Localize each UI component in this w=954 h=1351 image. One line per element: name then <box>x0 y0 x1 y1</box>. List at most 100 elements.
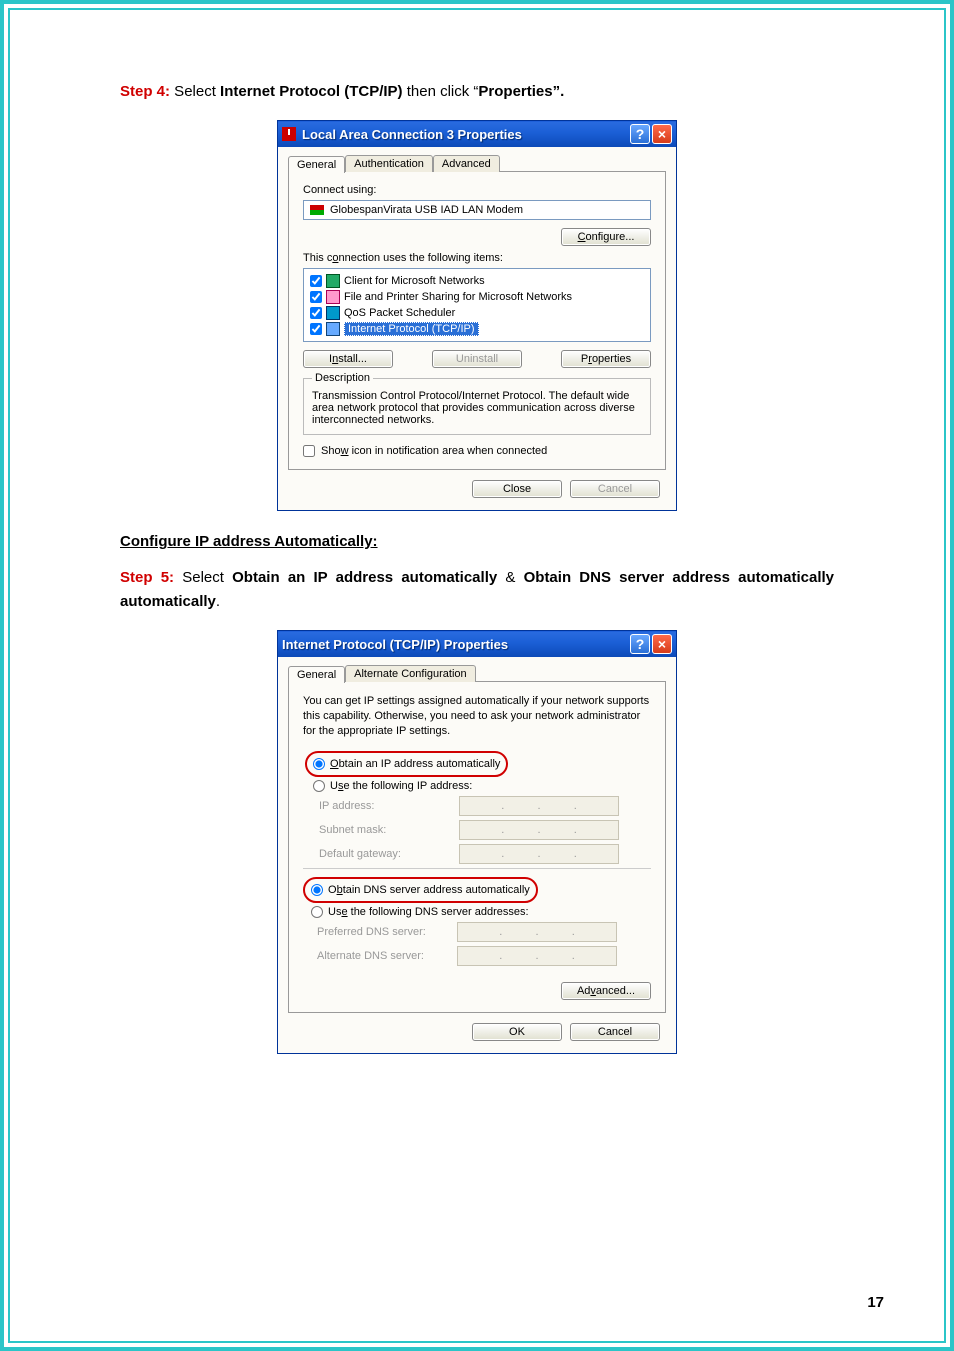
client-label: Client for Microsoft Networks <box>344 275 485 287</box>
cancel-button[interactable]: Cancel <box>570 1023 660 1041</box>
install-button[interactable]: Install... <box>303 350 393 368</box>
fileshare-label: File and Printer Sharing for Microsoft N… <box>344 291 572 303</box>
radio-use-ip[interactable] <box>313 780 325 792</box>
dns-fields-group: Preferred DNS server:... Alternate DNS s… <box>317 922 651 966</box>
step4-label: Step 4: <box>120 83 170 100</box>
lan-title-text: Local Area Connection 3 Properties <box>302 127 628 142</box>
auto-ip-circle: Obtain an IP address automatically <box>305 751 508 777</box>
qos-label: QoS Packet Scheduler <box>344 307 455 319</box>
list-item-tcpip[interactable]: Internet Protocol (TCP/IP) <box>308 321 646 337</box>
tcpip-info-text: You can get IP settings assigned automat… <box>303 694 651 739</box>
ip-address-field: ... <box>459 796 619 816</box>
radio-auto-ip[interactable] <box>313 758 325 770</box>
client-icon <box>326 274 340 288</box>
list-item-fileshare[interactable]: File and Printer Sharing for Microsoft N… <box>308 289 646 305</box>
help-button[interactable]: ? <box>630 124 650 144</box>
tcpip-icon <box>326 322 340 336</box>
page-outer-frame: Step 4: Select Internet Protocol (TCP/IP… <box>0 0 954 1351</box>
configure-button[interactable]: Configure... <box>561 228 651 246</box>
radio-auto-ip-label: Obtain an IP address automatically <box>330 758 500 770</box>
fileshare-icon <box>326 290 340 304</box>
adapter-field: GlobespanVirata USB IAD LAN Modem <box>303 200 651 220</box>
radio-use-ip-row[interactable]: Use the following IP address: <box>313 780 651 792</box>
show-icon-label: Show icon in notification area when conn… <box>321 445 547 457</box>
list-item-client[interactable]: Client for Microsoft Networks <box>308 273 646 289</box>
radio-use-dns[interactable] <box>311 906 323 918</box>
connect-using-label: Connect using: <box>303 184 651 196</box>
close-icon[interactable]: × <box>652 124 672 144</box>
lan-body: General Authentication Advanced Connect … <box>278 147 676 510</box>
subnet-field: ... <box>459 820 619 840</box>
gateway-row: Default gateway:... <box>319 844 651 864</box>
lan-tabpanel: Connect using: GlobespanVirata USB IAD L… <box>288 171 666 470</box>
page-inner-frame: Step 4: Select Internet Protocol (TCP/IP… <box>8 8 946 1343</box>
checkbox-tcpip[interactable] <box>310 323 322 335</box>
radio-use-dns-label: Use the following DNS server addresses: <box>328 906 529 918</box>
gateway-field: ... <box>459 844 619 864</box>
tab-altconfig[interactable]: Alternate Configuration <box>345 665 476 682</box>
tcpip-label: Internet Protocol (TCP/IP) <box>344 322 479 336</box>
ok-button[interactable]: OK <box>472 1023 562 1041</box>
step5-instruction: Step 5: Select Obtain an IP address auto… <box>120 566 834 614</box>
description-legend: Description <box>312 372 373 384</box>
tcpip-footer: OK Cancel <box>288 1013 666 1041</box>
radio-auto-dns[interactable] <box>311 884 323 896</box>
description-text: Transmission Control Protocol/Internet P… <box>312 390 642 426</box>
nic-icon <box>310 205 324 215</box>
dns-group: Obtain DNS server address automatically … <box>303 868 651 974</box>
tcpip-tabpanel: You can get IP settings assigned automat… <box>288 681 666 1013</box>
tab-authentication[interactable]: Authentication <box>345 155 433 172</box>
lan-titlebar[interactable]: Local Area Connection 3 Properties ? × <box>278 121 676 147</box>
checkbox-client[interactable] <box>310 275 322 287</box>
network-connection-icon <box>282 127 296 141</box>
close-icon[interactable]: × <box>652 634 672 654</box>
pref-dns-field: ... <box>457 922 617 942</box>
radio-use-ip-label: Use the following IP address: <box>330 780 472 792</box>
step5-tail: automatically <box>120 593 216 610</box>
tcpip-properties-window: Internet Protocol (TCP/IP) Properties ? … <box>277 630 677 1054</box>
tab-general[interactable]: General <box>288 156 345 173</box>
configure-row: Configure... <box>303 228 651 246</box>
alt-dns-field: ... <box>457 946 617 966</box>
properties-button[interactable]: Properties <box>561 350 651 368</box>
auto-dns-circle: Obtain DNS server address automatically <box>303 877 538 903</box>
ip-fields-group: IP address:... Subnet mask:... Default g… <box>319 796 651 864</box>
tcpip-titlebar[interactable]: Internet Protocol (TCP/IP) Properties ? … <box>278 631 676 657</box>
help-button[interactable]: ? <box>630 634 650 654</box>
tab-advanced[interactable]: Advanced <box>433 155 500 172</box>
uninstall-button[interactable]: Uninstall <box>432 350 522 368</box>
step5-label: Step 5: <box>120 569 174 586</box>
description-group: Description Transmission Control Protoco… <box>303 372 651 435</box>
lan-tabs: General Authentication Advanced <box>288 155 666 172</box>
items-label: This connection uses the following items… <box>303 252 651 264</box>
adapter-name: GlobespanVirata USB IAD LAN Modem <box>330 204 523 216</box>
item-buttons-row: Install... Uninstall Properties <box>303 350 651 368</box>
list-item-qos[interactable]: QoS Packet Scheduler <box>308 305 646 321</box>
alt-dns-row: Alternate DNS server:... <box>317 946 651 966</box>
step4-instruction: Step 4: Select Internet Protocol (TCP/IP… <box>120 80 834 104</box>
advanced-row: Advanced... <box>303 982 651 1000</box>
advanced-button[interactable]: Advanced... <box>561 982 651 1000</box>
radio-use-dns-row[interactable]: Use the following DNS server addresses: <box>311 906 651 918</box>
pref-dns-row: Preferred DNS server:... <box>317 922 651 942</box>
page-number: 17 <box>867 1294 884 1311</box>
tab-general[interactable]: General <box>288 666 345 683</box>
cancel-button[interactable]: Cancel <box>570 480 660 498</box>
checkbox-fileshare[interactable] <box>310 291 322 303</box>
qos-icon <box>326 306 340 320</box>
show-icon-row: Show icon in notification area when conn… <box>303 445 651 457</box>
radio-auto-ip-row[interactable]: Obtain an IP address automatically <box>313 758 500 770</box>
checkbox-qos[interactable] <box>310 307 322 319</box>
tcpip-title-text: Internet Protocol (TCP/IP) Properties <box>282 637 628 652</box>
radio-auto-dns-label: Obtain DNS server address automatically <box>328 884 530 896</box>
subnet-row: Subnet mask:... <box>319 820 651 840</box>
ip-address-row: IP address:... <box>319 796 651 816</box>
show-icon-checkbox[interactable] <box>303 445 315 457</box>
connection-items-list[interactable]: Client for Microsoft Networks File and P… <box>303 268 651 342</box>
section-heading: Configure IP address Automatically: <box>120 533 834 550</box>
close-button[interactable]: Close <box>472 480 562 498</box>
radio-auto-dns-row[interactable]: Obtain DNS server address automatically <box>311 884 530 896</box>
tcpip-body: General Alternate Configuration You can … <box>278 657 676 1053</box>
lan-properties-window: Local Area Connection 3 Properties ? × G… <box>277 120 677 511</box>
tcpip-tabs: General Alternate Configuration <box>288 665 666 682</box>
